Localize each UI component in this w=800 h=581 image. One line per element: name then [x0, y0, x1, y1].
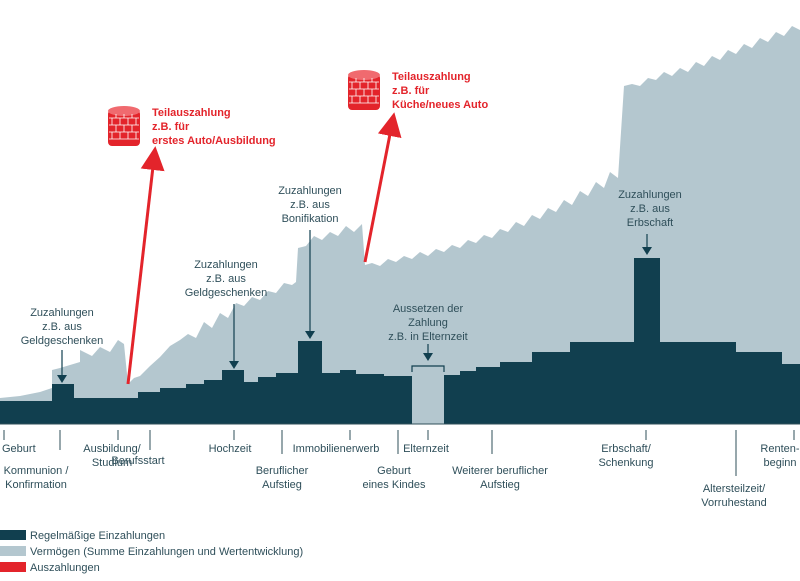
wealth-area: [0, 26, 800, 424]
text-line: Bonifikation: [282, 213, 339, 225]
text-line: Zuzahlungen: [194, 259, 258, 271]
annotation-bonifikation: Zuzahlungen z.B. aus Bonifikation: [278, 185, 342, 225]
annotation-erbschaft: Zuzahlungen z.B. aus Erbschaft: [618, 189, 682, 229]
payout-arrow-second: [363, 112, 402, 263]
text-line: Aufstieg: [262, 479, 302, 491]
legend-swatch-wealth: [0, 546, 26, 556]
text-line: Teilauszahlung: [152, 107, 231, 119]
legend: Regelmäßige Einzahlungen Vermögen (Summe…: [0, 530, 303, 574]
text-line: Geldgeschenken: [21, 335, 104, 347]
milestone-ticks: [3, 430, 795, 476]
regular-payments-area: [0, 258, 800, 424]
milestone-hochzeit: Hochzeit: [209, 443, 252, 455]
text-line: Weiterer beruflicher: [452, 465, 548, 477]
text-line: Küche/neues Auto: [392, 99, 488, 111]
text-line: Immobilienerwerb: [293, 443, 380, 455]
text-line: Studium: [92, 457, 132, 469]
legend-label-wealth: Vermögen (Summe Einzahlungen und Wertent…: [30, 546, 303, 558]
text-line: eines Kindes: [363, 479, 426, 491]
text-line: Teilauszahlung: [392, 71, 471, 83]
payout-label-second: Teilauszahlung z.B. für Küche/neues Auto: [392, 71, 488, 111]
text-line: Zuzahlungen: [278, 185, 342, 197]
text-line: Renten-: [760, 443, 799, 455]
text-line: Elternzeit: [403, 443, 449, 455]
text-line: Berufsstart: [111, 455, 164, 467]
text-line: Ausbildung/: [83, 443, 141, 455]
milestone-rentenbeginn: Renten-beginn: [760, 443, 799, 469]
elternzeit-bracket: [411, 365, 445, 372]
text-line: z.B. für: [392, 85, 430, 97]
text-line: beginn: [763, 457, 796, 469]
text-line: Altersteilzeit/: [703, 483, 766, 495]
legend-label-payout: Auszahlungen: [30, 562, 100, 574]
coin-stack-icon: [348, 70, 380, 110]
milestone-ausbildung: Ausbildung/Studium: [83, 443, 141, 469]
text-line: Beruflicher: [256, 465, 309, 477]
legend-swatch-regular: [0, 530, 26, 540]
text-line: Erbschaft: [627, 217, 673, 229]
legend-label-regular: Regelmäßige Einzahlungen: [30, 530, 165, 542]
annotation-arrows: [57, 230, 652, 383]
annotation-elternzeit: Aussetzen der Zahlung z.B. in Elternzeit: [388, 303, 467, 343]
milestone-elternzeit: Elternzeit: [403, 443, 449, 455]
text-line: Geburt: [377, 465, 411, 477]
text-line: Hochzeit: [209, 443, 252, 455]
milestone-kommunion: Kommunion / Konfirmation: [4, 465, 70, 491]
text-line: Geburt: [2, 443, 36, 455]
annotation-geldgeschenken-1: Zuzahlungen z.B. aus Geldgeschenken: [21, 307, 104, 347]
text-line: Vorruhestand: [701, 497, 766, 509]
annotation-geldgeschenken-2: Zuzahlungen z.B. aus Geldgeschenken: [185, 259, 268, 299]
text-line: z.B. aus: [630, 203, 670, 215]
milestone-geburt: Geburt: [2, 443, 36, 455]
text-line: z.B. aus: [42, 321, 82, 333]
legend-swatch-payout: [0, 562, 26, 572]
milestone-immobilienerwerb: Immobilienerwerb: [293, 443, 380, 455]
text-line: Schenkung: [598, 457, 653, 469]
text-line: Geldgeschenken: [185, 287, 268, 299]
milestone-berufsstart: Berufsstart: [111, 455, 164, 467]
milestone-altersteilzeit: Altersteilzeit/Vorruhestand: [701, 483, 766, 509]
milestone-erbschaft: Erbschaft/Schenkung: [598, 443, 653, 469]
text-line: Zuzahlungen: [618, 189, 682, 201]
payout-label-first: Teilauszahlung z.B. für erstes Auto/Ausbil…: [152, 107, 276, 147]
text-line: Erbschaft/: [601, 443, 651, 455]
elternzeit-gap: [412, 366, 444, 424]
text-line: z.B. aus: [206, 273, 246, 285]
payout-arrow-first: [126, 146, 165, 385]
text-line: z.B. in Elternzeit: [388, 331, 467, 343]
text-line: Aussetzen der: [393, 303, 464, 315]
text-line: Zuzahlungen: [30, 307, 94, 319]
text-line: Konfirmation: [5, 479, 67, 491]
text-line: z.B. für: [152, 121, 190, 133]
text-line: Aufstieg: [480, 479, 520, 491]
milestone-geburt-kind: Geburt eines Kindes: [363, 465, 426, 491]
text-line: Kommunion /: [4, 465, 70, 477]
text-line: Zahlung: [408, 317, 448, 329]
milestone-weiterer-aufstieg: Weiterer beruflicher Aufstieg: [452, 465, 548, 491]
text-line: erstes Auto/Ausbildung: [152, 135, 276, 147]
milestone-beruflicher-aufstieg: Beruflicher Aufstieg: [256, 465, 309, 491]
coin-stack-icon: [108, 106, 140, 146]
text-line: z.B. aus: [290, 199, 330, 211]
